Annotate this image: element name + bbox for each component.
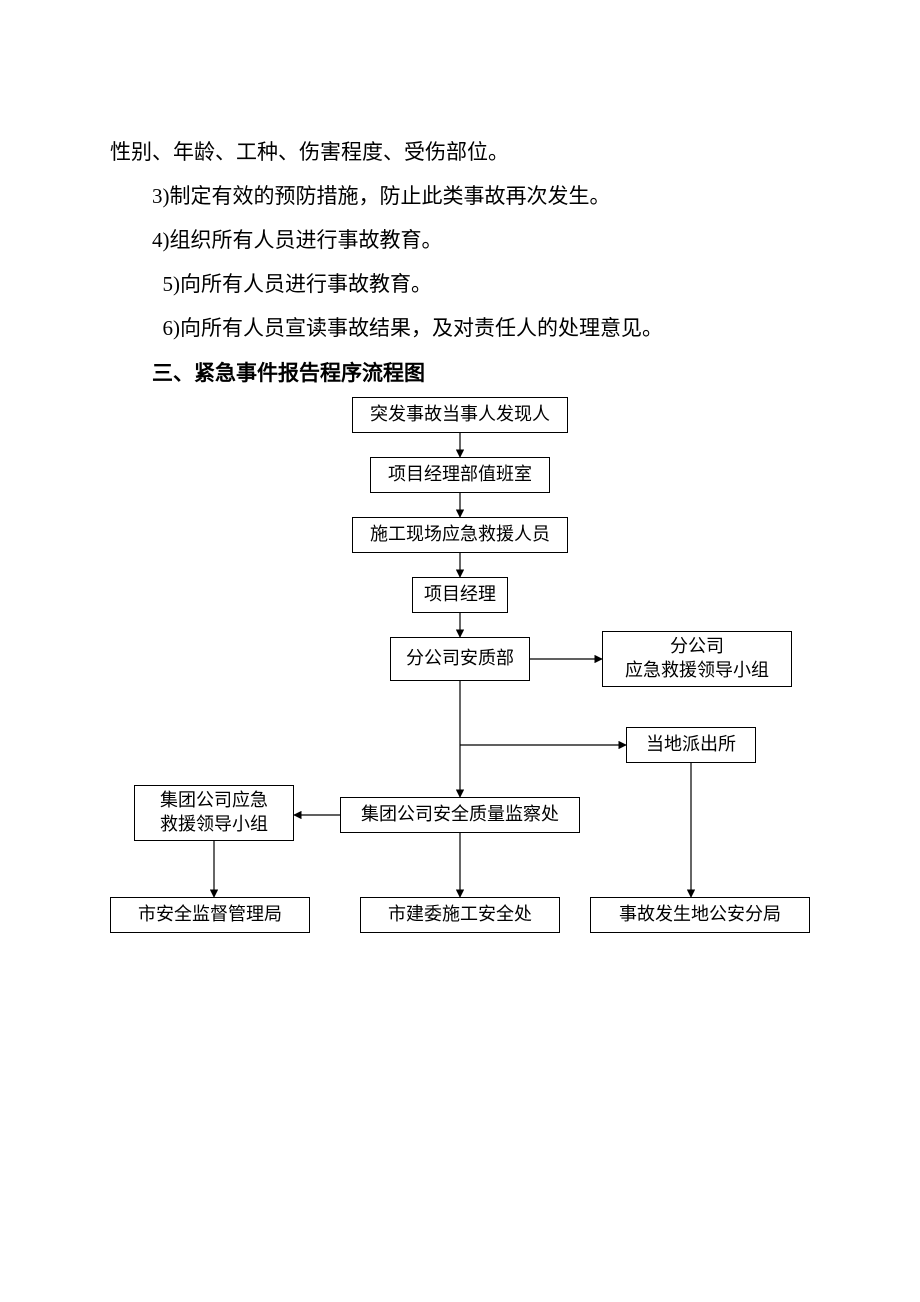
node-n1: 突发事故当事人发现人 (352, 397, 568, 433)
node-n7: 当地派出所 (626, 727, 756, 763)
node-n9: 集团公司应急救援领导小组 (134, 785, 294, 841)
body-text-line-2: 3)制定有效的预防措施，防止此类事故再次发生。 (110, 174, 810, 218)
section-heading: 三、紧急事件报告程序流程图 (110, 350, 810, 396)
node-n12: 事故发生地公安分局 (590, 897, 810, 933)
body-text-line-5: 6)向所有人员宣读事故结果，及对责任人的处理意见。 (110, 306, 810, 350)
node-n8: 集团公司安全质量监察处 (340, 797, 580, 833)
node-n5: 分公司安质部 (390, 637, 530, 681)
node-n2: 项目经理部值班室 (370, 457, 550, 493)
document-page: 性别、年龄、工种、伤害程度、受伤部位。 3)制定有效的预防措施，防止此类事故再次… (0, 0, 920, 1037)
node-n10: 市安全监督管理局 (110, 897, 310, 933)
node-n6: 分公司应急救援领导小组 (602, 631, 792, 687)
body-text-line-3: 4)组织所有人员进行事故教育。 (110, 218, 810, 262)
body-text-line-1: 性别、年龄、工种、伤害程度、受伤部位。 (110, 130, 810, 174)
body-text-line-4: 5)向所有人员进行事故教育。 (110, 262, 810, 306)
node-n4: 项目经理 (412, 577, 508, 613)
node-n3: 施工现场应急救援人员 (352, 517, 568, 553)
node-n11: 市建委施工安全处 (360, 897, 560, 933)
flowchart: 突发事故当事人发现人项目经理部值班室施工现场应急救援人员项目经理分公司安质部 分公… (110, 397, 810, 977)
